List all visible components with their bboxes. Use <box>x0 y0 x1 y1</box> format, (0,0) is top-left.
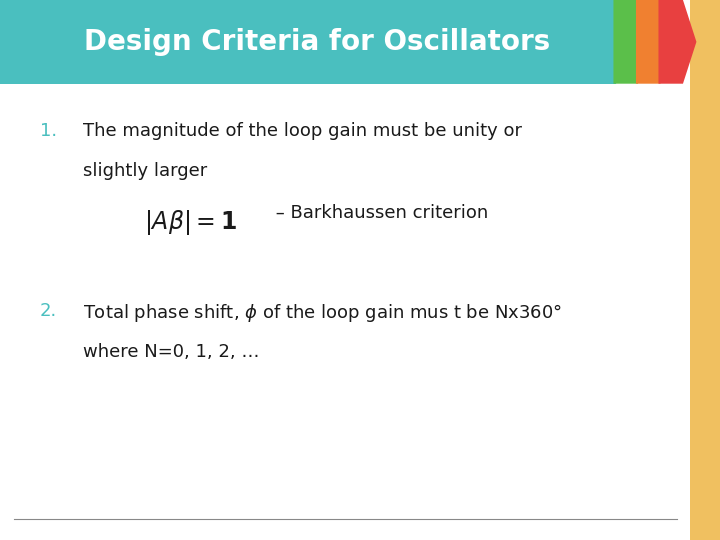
Polygon shape <box>616 0 666 84</box>
Text: – Barkhaussen criterion: – Barkhaussen criterion <box>270 204 488 221</box>
FancyBboxPatch shape <box>0 0 616 84</box>
Text: 2.: 2. <box>40 302 57 320</box>
Text: $|A\beta| = \mathbf{1}$: $|A\beta| = \mathbf{1}$ <box>144 208 237 237</box>
Text: The magnitude of the loop gain must be unity or: The magnitude of the loop gain must be u… <box>83 122 522 139</box>
Text: Total phase shift, $\phi$ of the loop gain mus t be Nx360°: Total phase shift, $\phi$ of the loop ga… <box>83 302 562 325</box>
Text: where N=0, 1, 2, …: where N=0, 1, 2, … <box>83 343 259 361</box>
Text: slightly larger: slightly larger <box>83 162 207 180</box>
Polygon shape <box>659 0 696 84</box>
Polygon shape <box>636 0 674 84</box>
FancyBboxPatch shape <box>690 0 720 540</box>
Text: Design Criteria for Oscillators: Design Criteria for Oscillators <box>84 28 550 56</box>
Text: 1.: 1. <box>40 122 57 139</box>
Polygon shape <box>613 0 652 84</box>
